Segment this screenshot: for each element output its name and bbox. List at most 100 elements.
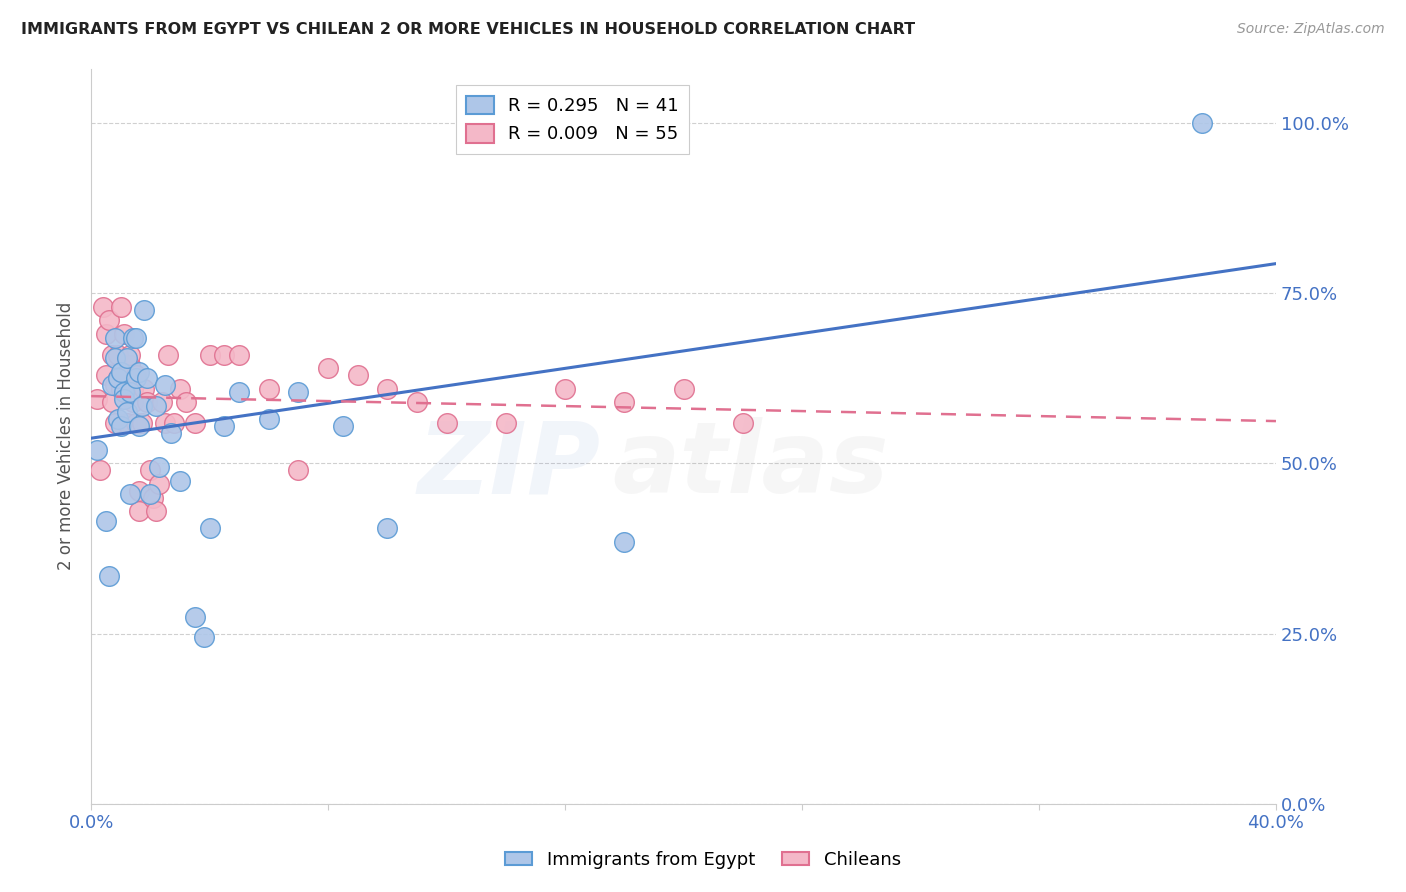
Point	[107, 371, 129, 385]
Point	[86, 442, 108, 457]
Point	[287, 384, 309, 399]
Point	[124, 330, 146, 344]
Point	[94, 515, 117, 529]
Point	[104, 416, 127, 430]
Point	[110, 365, 132, 379]
Text: atlas: atlas	[613, 417, 889, 514]
Point	[193, 630, 215, 644]
Point	[198, 521, 221, 535]
Point	[495, 416, 517, 430]
Point	[110, 382, 132, 396]
Point	[257, 382, 280, 396]
Point	[731, 416, 754, 430]
Point	[121, 330, 143, 344]
Point	[163, 416, 186, 430]
Point	[121, 395, 143, 409]
Point	[101, 395, 124, 409]
Point	[145, 504, 167, 518]
Point	[139, 463, 162, 477]
Point	[107, 412, 129, 426]
Point	[150, 395, 173, 409]
Point	[134, 382, 156, 396]
Point	[112, 327, 135, 342]
Point	[110, 300, 132, 314]
Point	[97, 313, 120, 327]
Point	[86, 392, 108, 406]
Y-axis label: 2 or more Vehicles in Household: 2 or more Vehicles in Household	[58, 302, 75, 570]
Point	[124, 368, 146, 382]
Point	[101, 378, 124, 392]
Point	[157, 347, 180, 361]
Point	[112, 392, 135, 406]
Point	[139, 487, 162, 501]
Point	[118, 347, 141, 361]
Point	[94, 368, 117, 382]
Point	[94, 327, 117, 342]
Point	[613, 534, 636, 549]
Point	[287, 463, 309, 477]
Point	[316, 361, 339, 376]
Point	[346, 368, 368, 382]
Point	[169, 474, 191, 488]
Point	[118, 487, 141, 501]
Point	[115, 416, 138, 430]
Point	[104, 351, 127, 365]
Point	[377, 521, 399, 535]
Point	[145, 399, 167, 413]
Point	[198, 347, 221, 361]
Point	[228, 384, 250, 399]
Point	[436, 416, 458, 430]
Point	[377, 382, 399, 396]
Point	[107, 371, 129, 385]
Point	[104, 378, 127, 392]
Point	[1191, 116, 1213, 130]
Point	[118, 384, 141, 399]
Point	[115, 351, 138, 365]
Point	[142, 491, 165, 505]
Point	[131, 416, 153, 430]
Point	[124, 416, 146, 430]
Point	[128, 483, 150, 498]
Point	[184, 609, 207, 624]
Point	[131, 399, 153, 413]
Text: ZIP: ZIP	[418, 417, 600, 514]
Text: Source: ZipAtlas.com: Source: ZipAtlas.com	[1237, 22, 1385, 37]
Point	[89, 463, 111, 477]
Point	[136, 395, 159, 409]
Point	[406, 395, 429, 409]
Point	[128, 365, 150, 379]
Point	[97, 569, 120, 583]
Point	[128, 504, 150, 518]
Point	[672, 382, 695, 396]
Text: IMMIGRANTS FROM EGYPT VS CHILEAN 2 OR MORE VEHICLES IN HOUSEHOLD CORRELATION CHA: IMMIGRANTS FROM EGYPT VS CHILEAN 2 OR MO…	[21, 22, 915, 37]
Point	[613, 395, 636, 409]
Point	[107, 347, 129, 361]
Point	[136, 371, 159, 385]
Point	[160, 425, 183, 440]
Point	[124, 371, 146, 385]
Point	[148, 459, 170, 474]
Point	[134, 303, 156, 318]
Point	[169, 382, 191, 396]
Point	[101, 347, 124, 361]
Point	[128, 419, 150, 434]
Point	[115, 382, 138, 396]
Point	[110, 419, 132, 434]
Point	[112, 384, 135, 399]
Point	[153, 378, 176, 392]
Point	[104, 330, 127, 344]
Point	[112, 371, 135, 385]
Legend: Immigrants from Egypt, Chileans: Immigrants from Egypt, Chileans	[498, 844, 908, 876]
Point	[257, 412, 280, 426]
Point	[332, 419, 354, 434]
Point	[118, 358, 141, 372]
Point	[153, 416, 176, 430]
Point	[148, 477, 170, 491]
Legend: R = 0.295   N = 41, R = 0.009   N = 55: R = 0.295 N = 41, R = 0.009 N = 55	[456, 85, 689, 154]
Point	[184, 416, 207, 430]
Point	[121, 382, 143, 396]
Point	[214, 347, 236, 361]
Point	[115, 405, 138, 419]
Point	[228, 347, 250, 361]
Point	[554, 382, 576, 396]
